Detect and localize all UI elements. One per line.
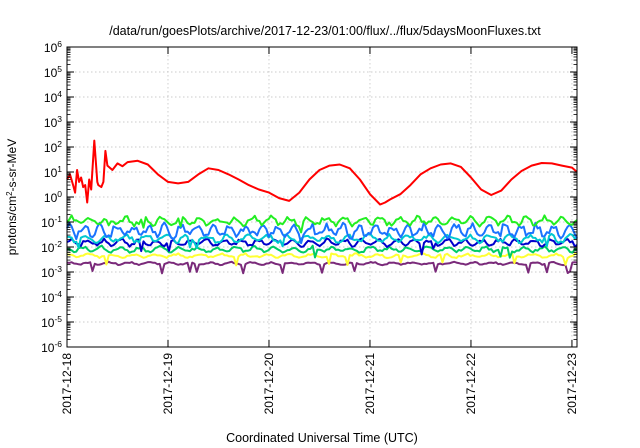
grid-lines: [67, 47, 577, 347]
y-tick-label: 10-1: [41, 214, 62, 230]
x-axis-ticks: 2017-12-18 2017-12-19 2017-12-20 2017-12-21…: [60, 47, 579, 414]
x-tick-label: 2017-12-20: [262, 353, 276, 415]
y-tick-label: 10-5: [41, 314, 62, 330]
series-line: [66, 221, 578, 245]
y-axis-ticks: 10-6 10-5 10-4 10-3 10-2 10-1 100 101 102 103 104 1…: [41, 39, 577, 355]
y-tick-label: 105: [44, 64, 62, 80]
y-axis-label-sup: 2: [5, 191, 14, 196]
y-axis-label: protons/cm2-s-sr-MeV: [5, 139, 20, 255]
y-tick-label: 106: [44, 39, 62, 55]
series-group: [66, 139, 578, 275]
series-line: [66, 252, 578, 267]
series-line: [66, 244, 578, 259]
series-line: [66, 237, 578, 256]
x-tick-label: 2017-12-18: [60, 353, 74, 415]
y-tick-label: 10-6: [41, 339, 62, 355]
y-tick-label: 103: [44, 114, 62, 130]
y-tick-label: 104: [44, 89, 62, 105]
series-line: [66, 232, 578, 250]
y-tick-label: 102: [44, 139, 62, 155]
chart-title: /data/run/goesPlots/archive/2017-12-23/0…: [109, 24, 541, 38]
x-tick-label: 2017-12-22: [464, 353, 478, 415]
y-tick-label: 10-2: [41, 239, 62, 255]
y-axis-label-prefix: protons/cm: [5, 196, 19, 255]
x-axis-label: Coordinated Universal Time (UTC): [226, 431, 418, 445]
y-tick-label: 101: [44, 164, 62, 180]
y-axis-label-suffix: -s-sr-MeV: [5, 139, 19, 192]
series-line: [66, 139, 578, 206]
series-line: [66, 214, 578, 234]
series-line: [66, 260, 578, 275]
x-tick-label: 2017-12-21: [363, 353, 377, 415]
x-tick-label: 2017-12-19: [161, 353, 175, 415]
y-tick-label: 10-3: [41, 264, 62, 280]
x-tick-label: 2017-12-23: [565, 353, 579, 415]
y-tick-label: 100: [44, 189, 62, 205]
y-tick-label: 10-4: [41, 289, 62, 305]
